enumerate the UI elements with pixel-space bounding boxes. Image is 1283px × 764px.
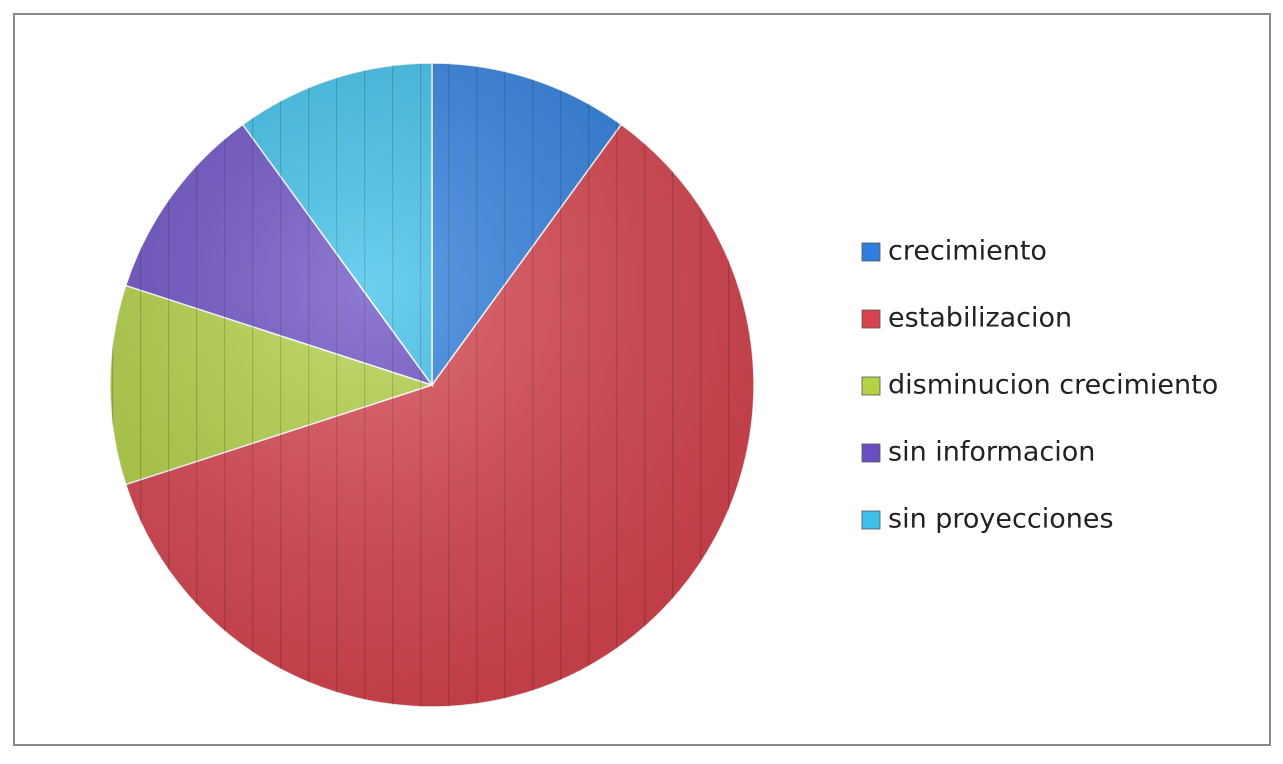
- legend-swatch: [861, 510, 881, 530]
- legend: crecimiento estabilizacion disminucion cre…: [861, 236, 1218, 535]
- legend-label: sin informacion: [888, 437, 1095, 468]
- legend-label: disminucion crecimiento: [888, 370, 1218, 401]
- legend-label: crecimiento: [888, 236, 1047, 267]
- legend-swatch: [861, 309, 881, 329]
- legend-swatch: [861, 242, 881, 262]
- legend-label: estabilizacion: [888, 303, 1072, 334]
- legend-swatch: [861, 376, 881, 396]
- pie-shading: [110, 63, 754, 707]
- legend-label: sin proyecciones: [888, 504, 1114, 535]
- legend-swatch: [861, 443, 881, 463]
- pie: [109, 62, 755, 708]
